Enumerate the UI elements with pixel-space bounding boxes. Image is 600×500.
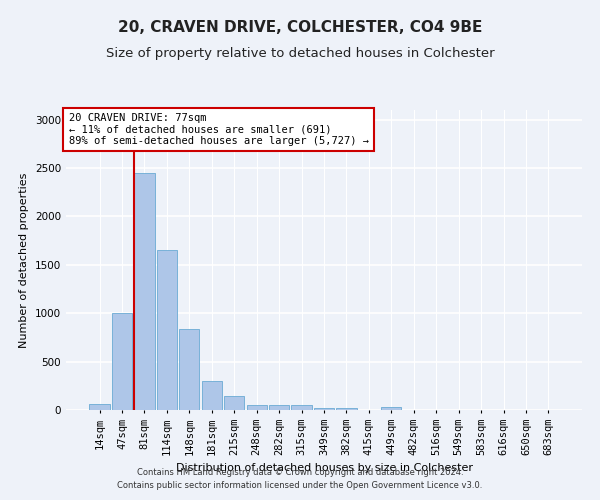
Bar bbox=[337, 408, 356, 410]
Bar bbox=[381, 407, 401, 410]
Bar bbox=[224, 396, 244, 410]
Bar bbox=[292, 405, 311, 410]
Text: 20 CRAVEN DRIVE: 77sqm
← 11% of detached houses are smaller (691)
89% of semi-de: 20 CRAVEN DRIVE: 77sqm ← 11% of detached… bbox=[68, 113, 368, 146]
Bar bbox=[314, 408, 334, 410]
Y-axis label: Number of detached properties: Number of detached properties bbox=[19, 172, 29, 348]
Bar bbox=[269, 405, 289, 410]
Bar bbox=[112, 313, 132, 410]
Bar bbox=[179, 328, 199, 410]
Bar bbox=[134, 173, 155, 410]
Text: Contains HM Land Registry data © Crown copyright and database right 2024.
Contai: Contains HM Land Registry data © Crown c… bbox=[118, 468, 482, 490]
Bar bbox=[202, 381, 222, 410]
Bar bbox=[247, 404, 267, 410]
X-axis label: Distribution of detached houses by size in Colchester: Distribution of detached houses by size … bbox=[176, 464, 473, 473]
Text: 20, CRAVEN DRIVE, COLCHESTER, CO4 9BE: 20, CRAVEN DRIVE, COLCHESTER, CO4 9BE bbox=[118, 20, 482, 35]
Text: Size of property relative to detached houses in Colchester: Size of property relative to detached ho… bbox=[106, 48, 494, 60]
Bar bbox=[157, 250, 177, 410]
Bar bbox=[89, 404, 110, 410]
